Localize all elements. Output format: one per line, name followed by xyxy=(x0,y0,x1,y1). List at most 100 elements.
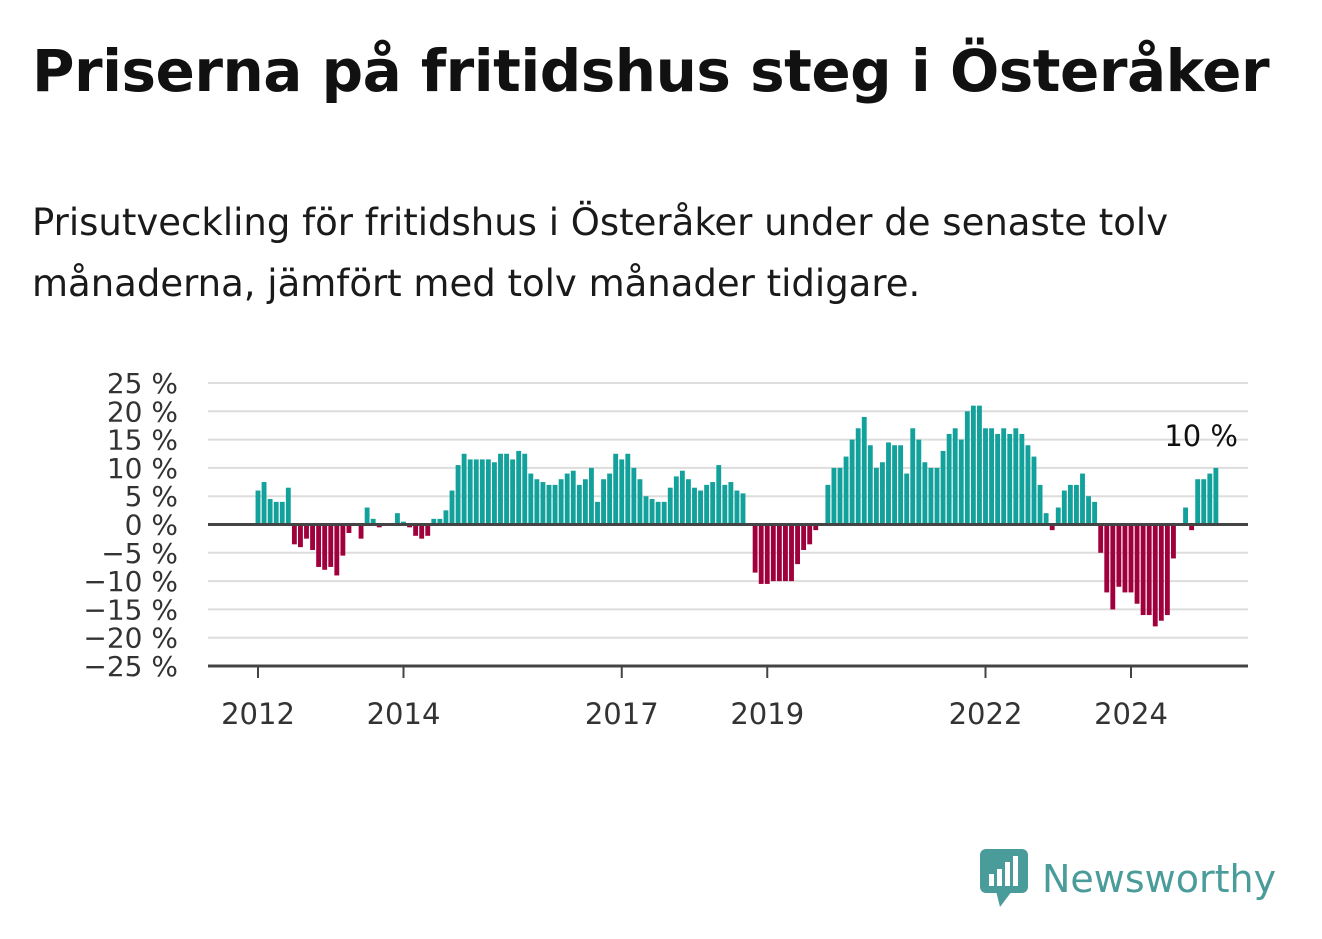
bar xyxy=(261,482,267,525)
x-tick-label: 2024 xyxy=(1094,697,1168,731)
bar xyxy=(964,411,970,525)
y-tick-label: −10 % xyxy=(83,565,178,598)
grid-lines xyxy=(208,382,1248,639)
bar xyxy=(595,501,600,525)
bar xyxy=(1049,524,1055,531)
bar xyxy=(498,453,503,525)
bar xyxy=(576,484,582,525)
bar xyxy=(1055,507,1061,525)
bar xyxy=(1001,428,1007,525)
bar xyxy=(679,470,685,525)
bar xyxy=(310,524,315,550)
bar xyxy=(795,524,800,565)
bar xyxy=(485,459,491,525)
bar xyxy=(946,433,952,525)
bar xyxy=(910,428,916,525)
bar xyxy=(522,453,528,525)
bar xyxy=(1116,524,1122,587)
bar xyxy=(655,501,661,525)
bar xyxy=(1122,524,1128,593)
bar xyxy=(540,482,546,525)
newsworthy-logo: Newsworthy xyxy=(978,846,1276,912)
bar xyxy=(467,459,473,525)
bar xyxy=(613,453,619,525)
x-tick-label: 2019 xyxy=(730,697,804,731)
bar xyxy=(1128,524,1134,593)
bar xyxy=(867,445,873,525)
bar xyxy=(1158,524,1164,621)
bar xyxy=(370,518,376,525)
bar xyxy=(589,467,594,525)
bar xyxy=(291,524,297,545)
y-tick-label: 15 % xyxy=(107,424,178,457)
bar xyxy=(873,467,879,525)
brand-name: Newsworthy xyxy=(1042,857,1277,901)
bar xyxy=(970,405,976,525)
bar xyxy=(710,482,716,525)
bar xyxy=(740,493,746,525)
bar xyxy=(643,496,649,525)
bar xyxy=(952,428,958,525)
x-axis-ticks: 2012 2014 2017 2019 2022 2024 xyxy=(221,666,1168,731)
bar xyxy=(1043,513,1049,525)
bar xyxy=(1110,524,1116,610)
bar xyxy=(1080,473,1085,525)
bar xyxy=(1061,490,1067,525)
bar xyxy=(1140,524,1146,616)
bar xyxy=(789,524,794,582)
bar xyxy=(776,524,782,582)
bar xyxy=(1195,479,1201,525)
bar xyxy=(1098,524,1104,553)
bar-chart-logo-icon xyxy=(980,849,1028,907)
bar xyxy=(904,473,910,525)
bar xyxy=(1146,524,1152,616)
bar xyxy=(813,524,819,531)
bar xyxy=(995,433,1001,525)
bar xyxy=(692,487,697,525)
bar xyxy=(328,524,334,567)
bar xyxy=(752,524,758,573)
bar xyxy=(267,499,273,525)
bar xyxy=(940,450,946,525)
bar xyxy=(1031,456,1037,525)
bar xyxy=(534,479,540,525)
y-tick-label: −5 % xyxy=(101,537,178,570)
bar xyxy=(443,510,449,525)
bar xyxy=(1013,428,1019,525)
bar xyxy=(631,467,637,525)
bar xyxy=(880,462,885,525)
bar xyxy=(837,467,843,525)
x-tick-label: 2022 xyxy=(949,697,1023,731)
bar xyxy=(425,524,431,536)
bar xyxy=(1067,484,1073,525)
y-tick-label: 20 % xyxy=(107,395,178,428)
y-tick-label: 10 % xyxy=(107,452,178,485)
bar xyxy=(861,416,867,525)
bar xyxy=(298,524,303,548)
bar xyxy=(1189,524,1195,531)
chart-subtitle: Prisutveckling för fritidshus i Österåke… xyxy=(32,201,1169,305)
bar xyxy=(958,439,964,525)
y-tick-label: −15 % xyxy=(83,593,178,626)
bar xyxy=(758,524,764,584)
bar xyxy=(989,428,994,525)
bar xyxy=(346,524,352,533)
bar xyxy=(552,484,558,525)
bar xyxy=(1019,433,1025,525)
bar xyxy=(649,499,655,525)
bar xyxy=(625,453,631,525)
y-tick-label: 25 % xyxy=(107,367,178,400)
bar xyxy=(831,467,837,525)
bar xyxy=(770,524,776,582)
bar xyxy=(916,439,922,525)
bar xyxy=(1152,524,1158,627)
bar xyxy=(1201,479,1207,525)
y-tick-label: −20 % xyxy=(83,622,178,655)
bar xyxy=(619,459,625,525)
chart-title: Priserna på fritidshus steg i Österåker xyxy=(32,37,1270,105)
bar xyxy=(504,453,509,525)
bar xyxy=(340,524,346,556)
bar xyxy=(1104,524,1110,593)
bar xyxy=(1207,473,1213,525)
bar xyxy=(358,524,364,539)
